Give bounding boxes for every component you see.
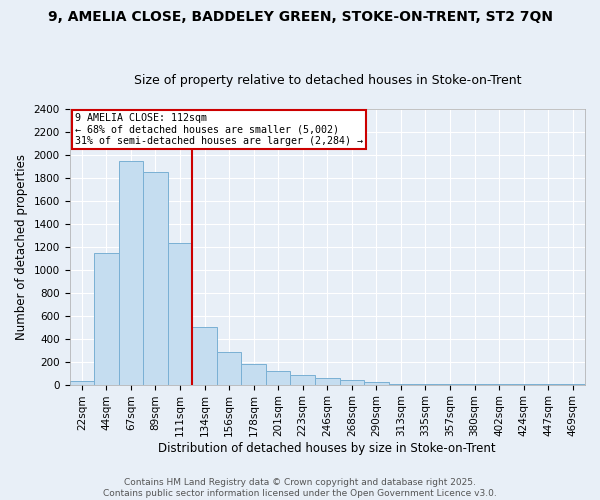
Bar (340, 380, 364, 384)
Bar (364, 382, 389, 384)
Bar (192, 327, 217, 384)
X-axis label: Distribution of detached houses by size in Stoke-on-Trent: Distribution of detached houses by size … (158, 442, 496, 455)
Bar (217, 352, 241, 384)
Bar (241, 364, 266, 384)
Bar (168, 244, 192, 384)
Bar (315, 378, 340, 384)
Text: 9 AMELIA CLOSE: 112sqm
← 68% of detached houses are smaller (5,002)
31% of semi-: 9 AMELIA CLOSE: 112sqm ← 68% of detached… (74, 113, 362, 146)
Text: Contains HM Land Registry data © Crown copyright and database right 2025.
Contai: Contains HM Land Registry data © Crown c… (103, 478, 497, 498)
Bar (94, 252, 119, 384)
Title: Size of property relative to detached houses in Stoke-on-Trent: Size of property relative to detached ho… (134, 74, 521, 87)
Y-axis label: Number of detached properties: Number of detached properties (15, 154, 28, 340)
Text: 9, AMELIA CLOSE, BADDELEY GREEN, STOKE-ON-TRENT, ST2 7QN: 9, AMELIA CLOSE, BADDELEY GREEN, STOKE-O… (47, 10, 553, 24)
Bar (70, 381, 94, 384)
Bar (143, 172, 168, 384)
Bar (266, 371, 290, 384)
Bar (119, 160, 143, 384)
Bar (290, 376, 315, 384)
